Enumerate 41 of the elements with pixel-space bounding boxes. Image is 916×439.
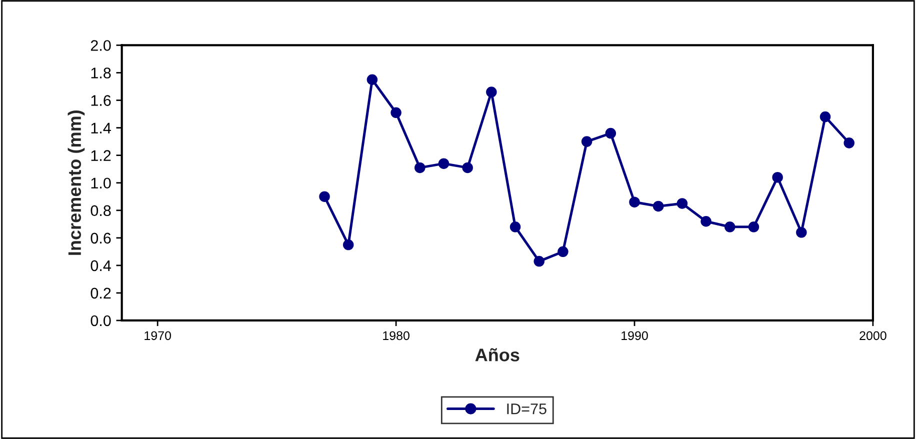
x-tick-label: 1970 bbox=[144, 331, 172, 340]
x-tick-label: 1980 bbox=[383, 331, 410, 340]
point bbox=[820, 111, 831, 122]
y-tick-label: 0.6 bbox=[90, 232, 111, 244]
x-axis-title: Años bbox=[475, 348, 520, 362]
legend-label: ID=75 bbox=[507, 404, 546, 414]
y-tick-label: 0.2 bbox=[90, 288, 111, 299]
point bbox=[748, 222, 760, 232]
point bbox=[534, 256, 544, 267]
point bbox=[342, 239, 354, 250]
y-tick-label: 0.0 bbox=[90, 315, 111, 326]
point bbox=[844, 138, 854, 148]
y-tick-label: 1.8 bbox=[91, 68, 111, 78]
y-tick-label: 1.6 bbox=[91, 95, 111, 106]
x-tick-label: 2000 bbox=[860, 331, 886, 340]
point bbox=[796, 227, 807, 238]
point bbox=[724, 222, 736, 232]
point bbox=[700, 216, 712, 227]
point bbox=[486, 86, 497, 98]
y-tick-label: 0.4 bbox=[90, 260, 111, 272]
point bbox=[366, 74, 378, 86]
point bbox=[510, 222, 521, 232]
point bbox=[652, 200, 664, 212]
point bbox=[438, 158, 450, 169]
point bbox=[581, 136, 592, 147]
y-tick-label: 1.0 bbox=[91, 178, 111, 189]
point bbox=[462, 162, 473, 174]
point bbox=[772, 172, 783, 183]
point bbox=[319, 191, 330, 202]
y-tick-label: 1.2 bbox=[91, 150, 111, 161]
point bbox=[605, 128, 616, 139]
point bbox=[558, 246, 568, 258]
y-tick-label: 1.4 bbox=[91, 122, 111, 134]
y-tick-label: 2.0 bbox=[90, 40, 111, 51]
y-axis-title: Incremento (mm) bbox=[68, 110, 85, 255]
point bbox=[676, 198, 688, 209]
point bbox=[390, 107, 402, 118]
point bbox=[629, 196, 640, 208]
point bbox=[414, 162, 426, 174]
x-tick-label: 1990 bbox=[622, 331, 648, 340]
y-tick-label: 0.8 bbox=[90, 205, 111, 216]
